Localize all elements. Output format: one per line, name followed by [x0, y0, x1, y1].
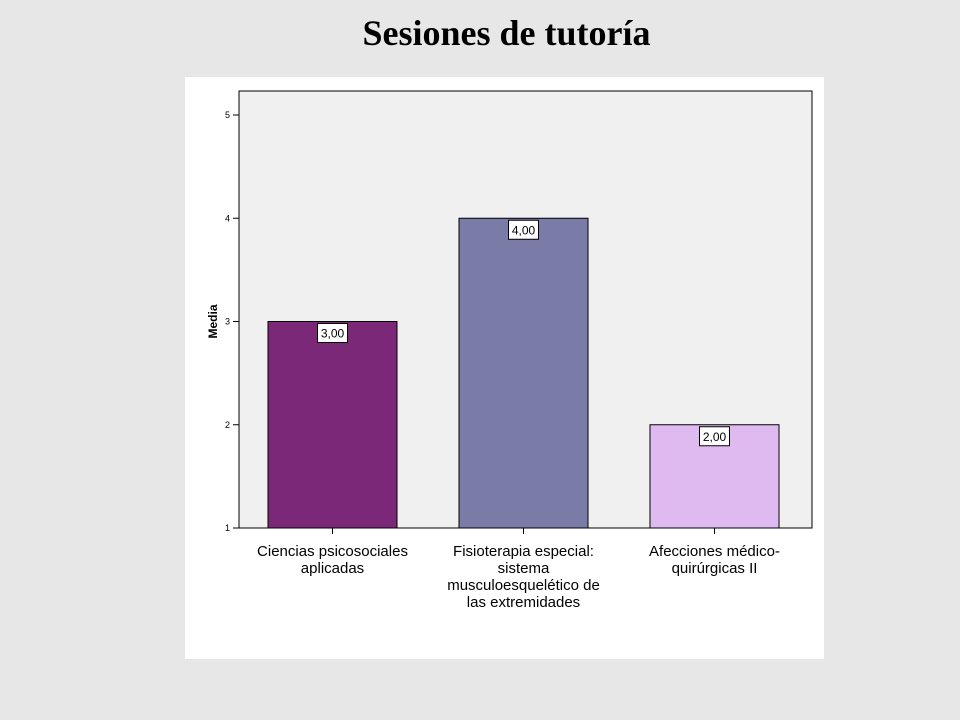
data-label-box — [508, 219, 539, 240]
bar-chart: 1 2 3 4 5 Media 3,00 Ciencias psicosociales apli… — [206, 90, 813, 611]
y-tick-label: 5 — [225, 110, 230, 120]
x-tick-label: Ciencias psicosociales aplicadas — [257, 543, 408, 577]
bar — [267, 321, 398, 529]
data-label: 3,00 — [321, 327, 345, 341]
y-axis-label: Media — [206, 304, 220, 338]
y-tick-label: 1 — [225, 523, 230, 533]
x-tick-label: Afecciones médico-quirúrgicas II — [649, 543, 780, 577]
y-tick-label: 2 — [225, 420, 230, 430]
bar — [458, 217, 589, 529]
data-label: 4,00 — [512, 223, 536, 237]
data-label: 2,00 — [703, 430, 727, 444]
data-label-box — [317, 323, 348, 343]
y-tick-label: 4 — [225, 213, 230, 223]
slide-title: Sesiones de tutoría — [362, 13, 651, 53]
data-label-box — [699, 426, 730, 447]
x-tick-label: Fisioterapia especial: sistema musculoesqu… — [447, 543, 600, 611]
y-tick-label: 3 — [225, 317, 230, 327]
chart-panel: 1 2 3 4 5 Media 3,00 Ciencias psicosociales apli… — [185, 77, 824, 659]
